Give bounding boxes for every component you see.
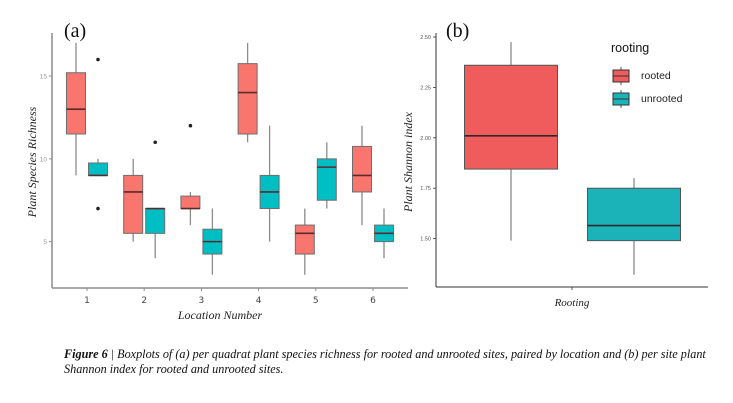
x-tick-label: 6 [370,296,376,306]
panel-b-y-ticks: 1.50 1.75 2.00 2.25 2.50 [420,35,573,290]
legend-label-rooted: rooted [641,70,671,82]
x-tick-label: 4 [256,296,262,306]
unrooted-box-6 [374,208,394,259]
y-tick-label: 1.75 [420,186,431,192]
y-tick-label: 2.50 [420,35,431,41]
legend-key-unrooted [612,90,630,108]
x-tick-label: 5 [313,296,319,306]
panel-a-y-label: Plant Species Richness [25,106,39,218]
caption-label: Figure 6 [64,347,108,361]
rooted-box [464,42,558,241]
box [145,208,166,234]
panel-a-x-ticks: 1 2 3 4 5 6 [84,288,376,306]
rooted-box-6 [352,125,372,226]
unrooted-box-3 [202,208,223,275]
rooted-box-4 [237,42,258,143]
panel-a-boxes [66,42,394,275]
rooted-box-5 [294,208,315,275]
panel-b-boxes [464,42,681,275]
panel-a-label: (a) [64,20,86,42]
legend-label-unrooted: unrooted [641,93,683,105]
outlier-point [153,140,157,145]
box [66,72,86,135]
y-tick-label: 1.50 [420,237,431,243]
box [294,224,315,255]
y-tick-label: 2.00 [420,136,431,142]
legend-title: rooting [611,41,649,55]
rooted-box-3 [180,123,201,226]
panel-a-x-label: Location Number [177,308,263,322]
panel-b-x-label: Rooting [554,297,590,309]
unrooted-box-4 [259,125,280,242]
box [464,64,558,170]
box [587,187,681,242]
box [352,145,372,193]
unrooted-box-1 [88,57,108,211]
box [88,162,108,176]
caption-separator: | [107,347,118,361]
outlier-point [96,57,100,62]
box [237,63,258,135]
rooted-box-2 [123,158,144,242]
unrooted-box-5 [316,142,337,209]
legend: rooting rooted unrooted [611,41,683,108]
y-tick-label: 15 [40,74,48,81]
rooted-box-1 [66,42,86,176]
x-tick-label: 3 [199,296,205,306]
panel-a-y-ticks: 5 10 15 [40,74,52,246]
legend-key-rooted [612,67,630,85]
box [180,195,201,210]
caption-text: Boxplots of (a) per quadrat plant specie… [64,347,706,376]
x-tick-label: 2 [141,296,147,306]
figure-caption: Figure 6 | Boxplots of (a) per quadrat p… [64,347,724,377]
box [123,174,144,234]
unrooted-box-2 [145,140,166,259]
y-tick-label: 10 [40,156,48,163]
panel-b: (b) 1.50 1.75 2.00 2.25 2.50 Rooting Plant S… [401,20,708,309]
outlier-point [188,123,193,128]
x-tick-label: 1 [84,296,90,306]
unrooted-box [587,178,681,275]
box [316,158,337,201]
y-tick-label: 2.25 [420,85,431,91]
panel-a: (a) 5 10 15 1 2 3 4 5 6 Location Number Plant S… [25,20,408,322]
outlier-point [96,206,100,211]
panel-b-y-label: Plant Shannon index [401,111,415,213]
panel-b-label: (b) [446,20,469,42]
y-tick-label: 5 [43,239,47,246]
